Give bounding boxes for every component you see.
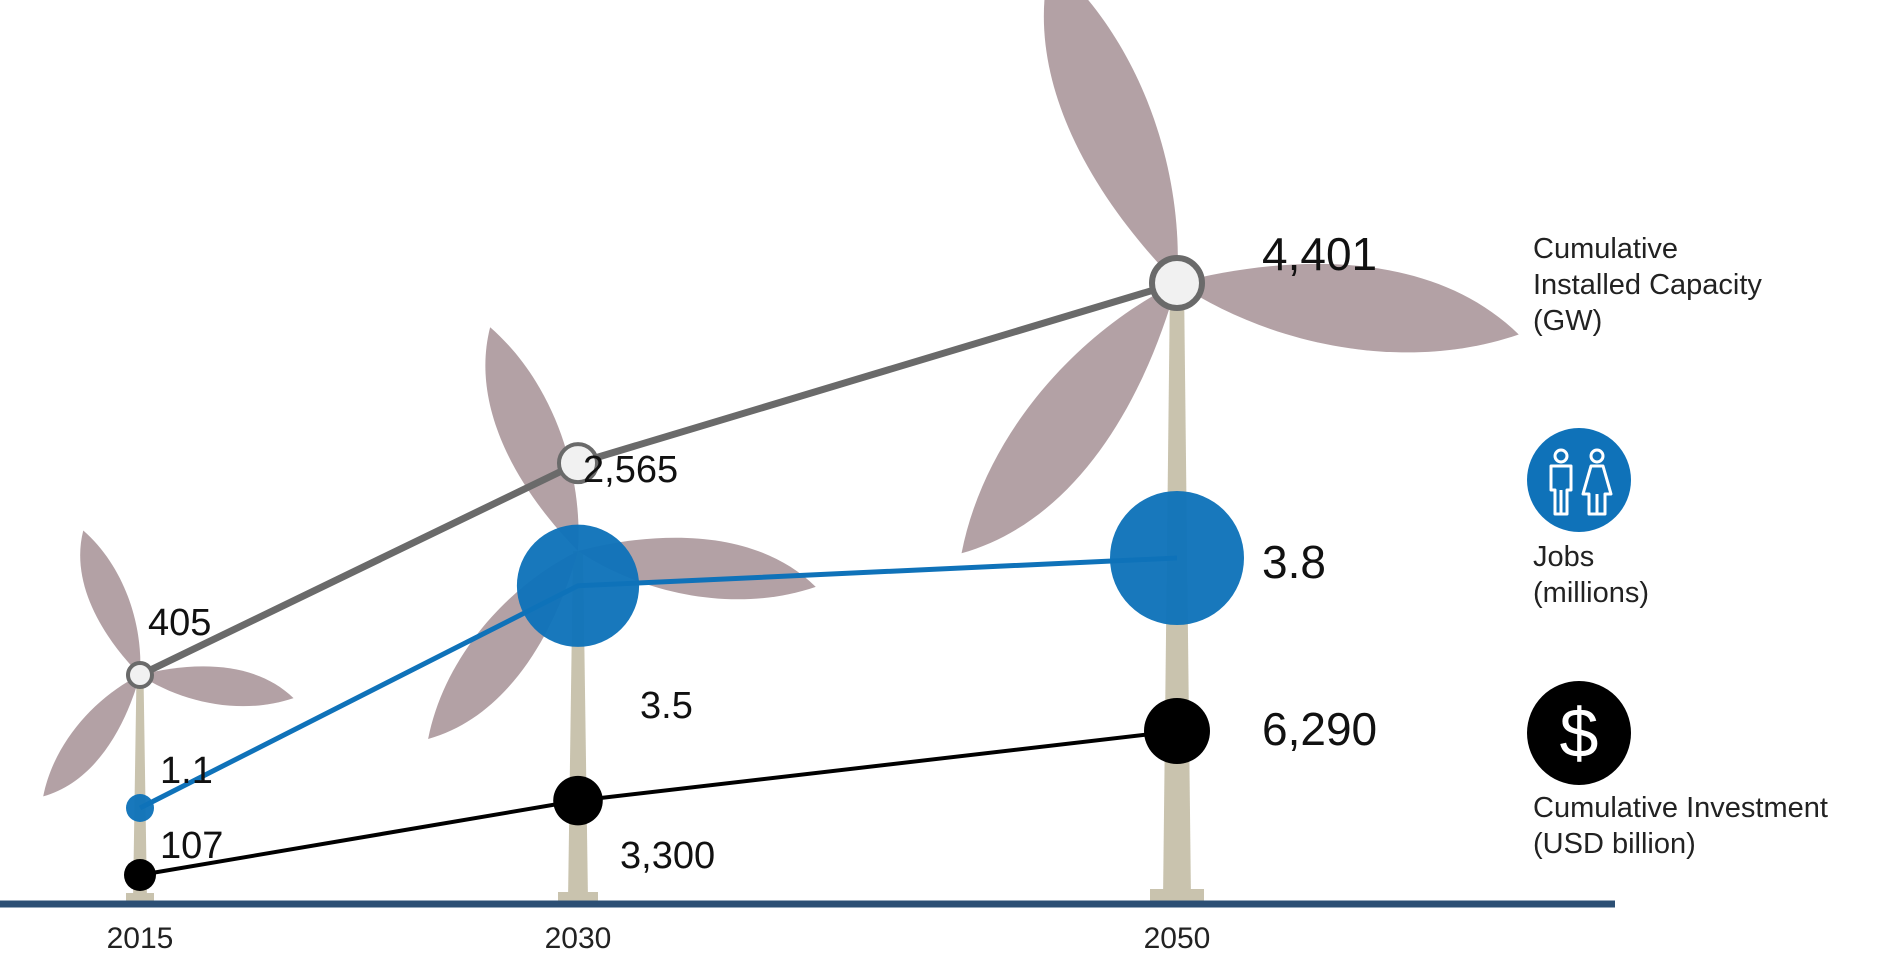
- turbine-2015-blade-1: [80, 530, 141, 675]
- turbine-2050-blade-3: [961, 283, 1177, 554]
- year-label-2015: 2015: [107, 922, 174, 955]
- year-label-2050: 2050: [1144, 922, 1211, 955]
- dollar-icon: $: [1527, 681, 1631, 785]
- investment-label-2050: 6,290: [1262, 703, 1377, 755]
- value-labels-layer: 405 2,565 4,401 1.1 3.5 3.8 107 3,300 6,290: [148, 228, 1377, 877]
- legend-investment-line-2: (USD billion): [1533, 828, 1696, 860]
- turbines-layer: [43, 0, 1519, 901]
- dollar-icon-bg: [1527, 681, 1631, 785]
- jobs-point-2015: [126, 794, 154, 822]
- legend-capacity-line-1: Cumulative: [1533, 233, 1678, 265]
- capacity-label-2030: 2,565: [583, 449, 678, 491]
- investment-label-2015: 107: [160, 825, 223, 867]
- turbine-2050-blade-2: [1177, 263, 1519, 353]
- jobs-label-2030: 3.5: [640, 685, 693, 727]
- jobs-point-2050: [1110, 491, 1244, 625]
- year-label-2030: 2030: [545, 922, 612, 955]
- investment-point-2030: [553, 775, 603, 826]
- jobs-point-2030: [516, 524, 640, 647]
- capacity-point-2050: [1149, 255, 1205, 311]
- man-head: [1553, 448, 1569, 464]
- investment-point-2015: [124, 859, 156, 891]
- people-icon: [1527, 428, 1631, 532]
- turbine-2030-blade-2: [578, 537, 816, 600]
- turbine-2015-blade-3: [43, 675, 140, 797]
- legend-capacity-line-3: (GW): [1533, 305, 1602, 337]
- man-body: [1549, 464, 1573, 516]
- legend: Cumulative Installed Capacity (GW) Jobs (mil…: [1527, 233, 1828, 860]
- turbine-2015-blade-2: [140, 666, 294, 707]
- capacity-label-2050: 4,401: [1262, 228, 1377, 280]
- woman-body: [1581, 464, 1613, 516]
- dollar-glyph: $: [1560, 694, 1599, 772]
- investment-label-2030: 3,300: [620, 835, 715, 877]
- legend-capacity-line-2: Installed Capacity: [1533, 269, 1762, 301]
- turbine-2050-blade-1: [1043, 0, 1178, 283]
- year-labels-layer: 2015 2030 2050: [107, 922, 1211, 955]
- legend-jobs-line-1: Jobs: [1533, 541, 1594, 573]
- capacity-point-2015: [126, 661, 154, 689]
- turbine-2030-blade-1: [485, 327, 579, 551]
- capacity-label-2015: 405: [148, 602, 211, 644]
- turbine-2015-tower: [133, 675, 147, 901]
- series-points-layer: [124, 255, 1244, 891]
- legend-jobs-line-2: (millions): [1533, 577, 1649, 609]
- legend-investment-line-1: Cumulative Investment: [1533, 792, 1828, 824]
- capacity-point-2030: [556, 442, 600, 485]
- jobs-line: [138, 555, 1178, 811]
- woman-head: [1589, 448, 1605, 464]
- people-icon-bg: [1527, 428, 1631, 532]
- jobs-label-2050: 3.8: [1262, 536, 1326, 588]
- investment-point-2050: [1144, 698, 1210, 764]
- jobs-label-2015: 1.1: [160, 750, 213, 792]
